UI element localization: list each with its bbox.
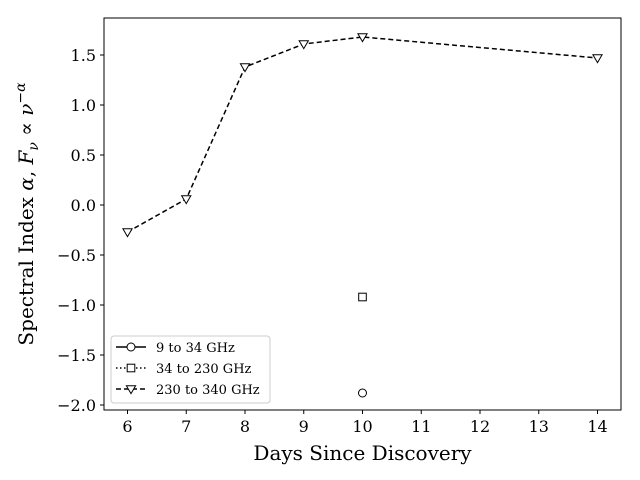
data-point <box>239 63 251 73</box>
x-axis-label: Days Since Discovery <box>253 441 472 465</box>
y-tick-label: −2.0 <box>57 396 96 415</box>
plot-frame <box>103 17 622 411</box>
data-point <box>592 54 603 64</box>
legend-entries: 9 to 34 GHz 34 to 230 GHz 230 to 340 GHz <box>116 341 260 398</box>
y-ticks: −2.0 −1.5 −1.0 −0.5 0.0 0.5 1.0 1.5 <box>57 46 104 415</box>
y-tick-label: 1.5 <box>71 46 96 65</box>
y-tick-label: −0.5 <box>57 246 96 265</box>
x-tick-label: 13 <box>529 417 549 436</box>
series-2 <box>358 292 367 302</box>
x-tick-label: 7 <box>181 417 191 436</box>
x-tick-label: 14 <box>587 417 607 436</box>
y-tick-label: −1.0 <box>57 296 96 315</box>
x-tick-label: 6 <box>122 417 132 436</box>
y-tick-label: 0.5 <box>71 146 96 165</box>
series-layer <box>122 33 603 398</box>
x-tick-label: 12 <box>470 417 490 436</box>
legend-entry: 9 to 34 GHz <box>116 341 235 356</box>
legend-entry: 230 to 340 GHz <box>116 383 260 398</box>
x-tick-label: 11 <box>411 417 431 436</box>
legend: 9 to 34 GHz 34 to 230 GHz 230 to 340 GHz <box>110 335 271 404</box>
series-3 <box>122 33 603 238</box>
series-line <box>127 36 598 233</box>
x-tick-label: 10 <box>352 417 372 436</box>
x-tick-label: 9 <box>299 417 309 436</box>
y-axis-label: Spectral Index α, Fν ∝ ν−α <box>13 82 42 346</box>
legend-marker <box>126 342 136 352</box>
data-point <box>358 388 367 398</box>
y-tick-label: 0.0 <box>71 196 96 215</box>
data-point <box>357 33 368 43</box>
legend-label: 9 to 34 GHz <box>156 341 235 356</box>
data-point <box>298 40 310 50</box>
legend-box <box>110 335 271 404</box>
series-1 <box>358 388 367 398</box>
data-point <box>358 292 367 302</box>
legend-marker <box>125 385 137 395</box>
legend-marker <box>126 363 136 373</box>
legend-label: 34 to 230 GHz <box>156 362 252 377</box>
y-tick-label: −1.5 <box>57 346 96 365</box>
data-point <box>180 195 192 205</box>
legend-label: 230 to 340 GHz <box>156 383 260 398</box>
x-ticks: 6 7 8 9 10 11 12 13 14 <box>122 410 608 436</box>
data-point <box>122 228 133 238</box>
x-tick-label: 8 <box>240 417 250 436</box>
y-tick-label: 1.0 <box>71 96 96 115</box>
legend-entry: 34 to 230 GHz <box>116 362 252 377</box>
